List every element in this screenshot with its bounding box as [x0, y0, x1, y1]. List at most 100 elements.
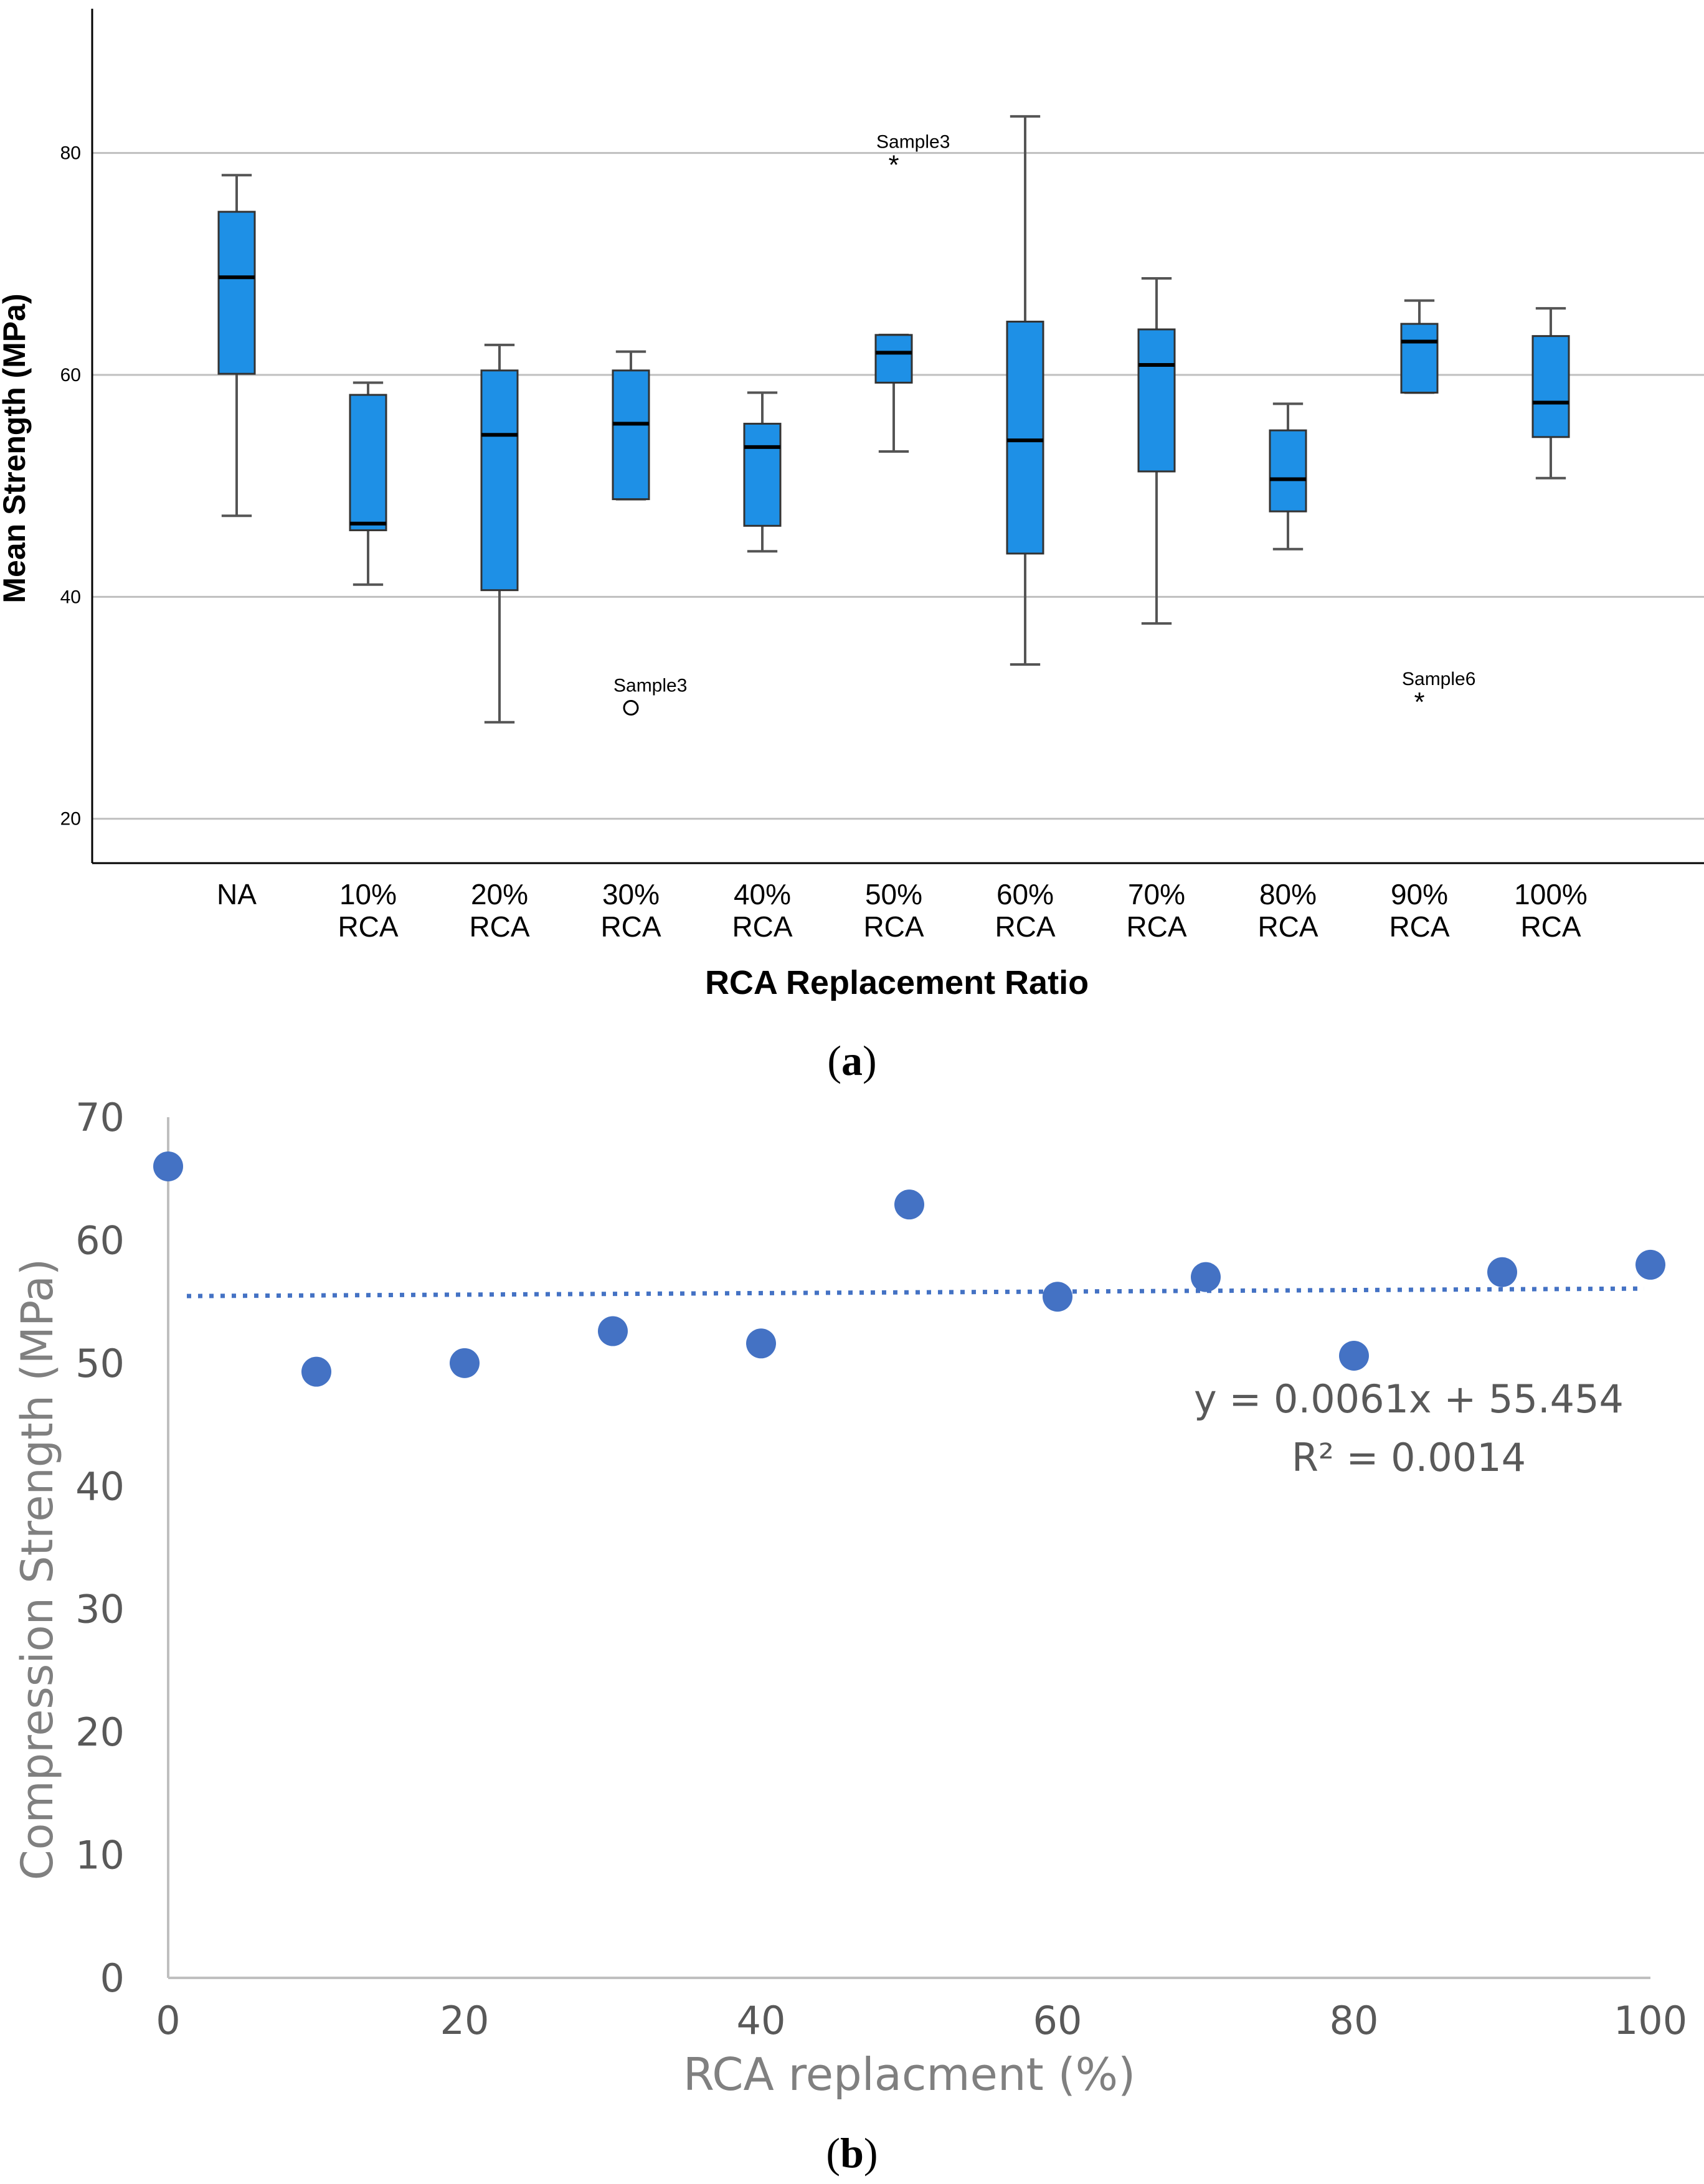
box-iqr [874, 334, 913, 384]
boxplot-y-tick-label: 20 [60, 809, 81, 830]
box-iqr [1269, 429, 1307, 513]
scatter-points [153, 1151, 1665, 1387]
scatter-y-tick-label: 10 [75, 1833, 125, 1878]
scatter-x-tick-label: 80 [1330, 1998, 1379, 2043]
box-group [1400, 299, 1439, 394]
scatter-point [450, 1348, 480, 1378]
box-iqr [743, 422, 782, 527]
boxplot-x-tick-label: RCA [863, 910, 924, 943]
boxplot-y-tick-labels: 20 40 60 80 [60, 143, 81, 830]
boxplot-x-tick-label: RCA [1389, 910, 1449, 943]
boxplot-x-tick-label: 50% [865, 878, 922, 910]
boxplot-x-tick-label: RCA [1520, 910, 1581, 943]
outlier-label: Sample6 [1402, 669, 1475, 689]
boxplot-x-tick-label: 40% [734, 878, 791, 910]
scatter-y-axis-title: Compression Strength (MPa) [12, 1259, 63, 1881]
scatter-x-axis-title: RCA replacment (%) [683, 2048, 1135, 2101]
outlier-star-marker: * [1414, 687, 1424, 717]
boxplot-x-tick-label: 60% [996, 878, 1054, 910]
boxplot-x-tick-label: RCA [338, 910, 398, 943]
boxplot-x-tick-label: RCA [1257, 910, 1318, 943]
box-iqr [217, 210, 256, 375]
boxplot-x-tick-label: 30% [602, 878, 660, 910]
scatter-x-tick-label: 20 [440, 1998, 490, 2043]
box-iqr [480, 369, 519, 592]
boxplot-y-axis-title: Mean Strength (MPa) [0, 293, 32, 603]
box-iqr [612, 369, 650, 501]
scatter-point [1339, 1341, 1369, 1371]
scatter-x-tick-label: 0 [156, 1998, 180, 2043]
scatter-point [1487, 1257, 1517, 1287]
scatter-y-tick-label: 0 [100, 1955, 125, 2001]
box-group [612, 350, 650, 501]
box-group [1269, 402, 1307, 551]
boxplot-x-tick-labels: NA 10%RCA20%RCA30%RCA40%RCA50%RCA60%RCA70… [217, 878, 1588, 943]
panel-label-a: (a) [827, 1037, 876, 1084]
boxplot-y-tick-label: 60 [60, 365, 81, 385]
boxplot-x-axis-title: RCA Replacement Ratio [705, 964, 1089, 1001]
outlier-label: Sample3 [613, 676, 687, 696]
box-group [217, 174, 256, 518]
scatter-y-tick-label: 20 [75, 1709, 125, 1755]
outlier-label: Sample3 [876, 131, 950, 152]
boxplot-outliers: Sample3*Sample3*Sample6 [613, 131, 1475, 717]
panel-label-b-letter: b [840, 2129, 864, 2177]
scatter-x-tick-label: 40 [737, 1998, 786, 2043]
boxplot-x-tick-label: 80% [1259, 878, 1317, 910]
scatter-point [1191, 1262, 1221, 1292]
scatter-point [1043, 1282, 1072, 1312]
box-group [1137, 277, 1176, 625]
boxplot-x-tick-label: 10% [339, 878, 397, 910]
scatter-y-tick-label: 40 [75, 1463, 125, 1509]
scatter-point [598, 1316, 628, 1346]
scatter-y-tick-labels: 0 10 20 30 40 50 60 70 [75, 1095, 125, 2001]
box-group [874, 333, 913, 453]
boxplot-x-tick-label: NA [217, 878, 257, 910]
boxplot-y-tick-label: 40 [60, 587, 81, 607]
box-iqr [1400, 323, 1439, 394]
box-group [349, 381, 387, 586]
boxplot-x-tick-label: 20% [471, 878, 528, 910]
scatter-y-tick-label: 50 [75, 1341, 125, 1386]
box-group [1006, 115, 1044, 666]
box-group [743, 391, 782, 553]
scatter-trendline [186, 1286, 1645, 1298]
boxplot-x-tick-label: RCA [600, 910, 661, 943]
outlier-circle-marker [623, 700, 639, 716]
scatter-y-tick-label: 60 [75, 1217, 125, 1263]
box-iqr [1137, 328, 1176, 473]
boxplot-boxes [217, 115, 1570, 724]
trendline-r-squared: R² = 0.0014 [1292, 1435, 1526, 1480]
boxplot-x-tick-label: RCA [995, 910, 1055, 943]
scatter-x-tick-label: 100 [1614, 1998, 1687, 2043]
boxplot-y-tick-label: 80 [60, 143, 81, 164]
scatter-point [746, 1328, 776, 1359]
boxplot-x-tick-label: RCA [469, 910, 529, 943]
panel-label-b: (b) [826, 2129, 878, 2177]
panel-label-a-letter: a [841, 1037, 863, 1084]
scatter-y-tick-label: 30 [75, 1587, 125, 1632]
boxplot-x-tick-label: 70% [1128, 878, 1185, 910]
box-group [1531, 307, 1570, 480]
outlier-star-marker: * [888, 149, 899, 180]
boxplot-x-tick-label: RCA [1126, 910, 1186, 943]
scatter-point [301, 1356, 331, 1387]
box-group [480, 343, 519, 724]
scatter-panel: 0 10 20 30 40 50 60 70 0 20 40 60 80 100 y = 0.0061x… [12, 1095, 1687, 2177]
scatter-x-tick-labels: 0 20 40 60 80 100 [156, 1998, 1687, 2043]
boxplot-x-tick-label: 90% [1391, 878, 1448, 910]
box-iqr [1006, 320, 1044, 555]
trendline-equation: y = 0.0061x + 55.454 [1194, 1376, 1624, 1422]
box-iqr [349, 394, 387, 531]
boxplot-x-tick-label: RCA [732, 910, 792, 943]
scatter-point [894, 1189, 924, 1220]
box-iqr [1531, 335, 1570, 438]
scatter-y-tick-label: 70 [75, 1095, 125, 1140]
boxplot-gridlines [92, 152, 1704, 820]
scatter-point [153, 1151, 183, 1181]
boxplot-x-tick-label: 100% [1514, 878, 1588, 910]
scatter-x-tick-label: 60 [1033, 1998, 1082, 2043]
